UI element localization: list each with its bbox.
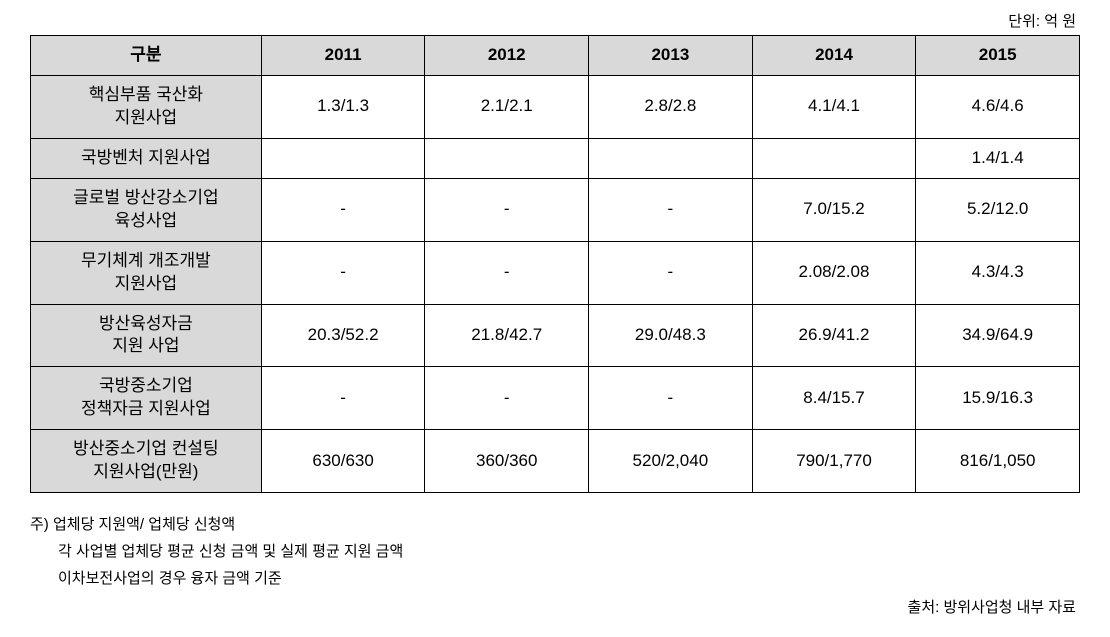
table-cell: 4.1/4.1 xyxy=(752,75,916,138)
table-row: 방산중소기업 컨설팅지원사업(만원) 630/630 360/360 520/2… xyxy=(31,430,1080,493)
table-row: 글로벌 방산강소기업육성사업 - - - 7.0/15.2 5.2/12.0 xyxy=(31,178,1080,241)
table-row: 방산육성자금지원 사업 20.3/52.2 21.8/42.7 29.0/48.… xyxy=(31,304,1080,367)
table-cell: - xyxy=(425,178,589,241)
table-cell: - xyxy=(589,241,753,304)
col-header-2013: 2013 xyxy=(589,36,753,76)
table-cell: 7.0/15.2 xyxy=(752,178,916,241)
footnote-line: 각 사업별 업체당 평균 신청 금액 및 실제 평균 지원 금액 xyxy=(30,538,1080,565)
row-label: 글로벌 방산강소기업육성사업 xyxy=(31,178,262,241)
row-label: 무기체계 개조개발지원사업 xyxy=(31,241,262,304)
table-cell: - xyxy=(261,367,425,430)
col-header-2015: 2015 xyxy=(916,36,1080,76)
row-label: 국방벤처 지원사업 xyxy=(31,138,262,178)
table-cell: 4.3/4.3 xyxy=(916,241,1080,304)
table-cell: 34.9/64.9 xyxy=(916,304,1080,367)
col-header-2014: 2014 xyxy=(752,36,916,76)
table-cell: - xyxy=(589,367,753,430)
footnote-line: 주) 업체당 지원액/ 업체당 신청액 xyxy=(30,511,1080,538)
table-cell: 21.8/42.7 xyxy=(425,304,589,367)
col-header-2012: 2012 xyxy=(425,36,589,76)
table-cell: 1.3/1.3 xyxy=(261,75,425,138)
table-cell: 2.08/2.08 xyxy=(752,241,916,304)
table-row: 국방벤처 지원사업 1.4/1.4 xyxy=(31,138,1080,178)
table-row: 핵심부품 국산화지원사업 1.3/1.3 2.1/2.1 2.8/2.8 4.1… xyxy=(31,75,1080,138)
unit-label: 단위: 억 원 xyxy=(30,10,1080,31)
table-body: 핵심부품 국산화지원사업 1.3/1.3 2.1/2.1 2.8/2.8 4.1… xyxy=(31,75,1080,492)
table-cell xyxy=(589,138,753,178)
footnote-line: 이차보전사업의 경우 융자 금액 기준 xyxy=(30,565,1080,592)
source-label: 출처: 방위사업청 내부 자료 xyxy=(30,596,1080,617)
table-cell: - xyxy=(261,178,425,241)
table-cell: 20.3/52.2 xyxy=(261,304,425,367)
table-header-row: 구분 2011 2012 2013 2014 2015 xyxy=(31,36,1080,76)
table-cell xyxy=(261,138,425,178)
table-cell: 520/2,040 xyxy=(589,430,753,493)
table-cell: 360/360 xyxy=(425,430,589,493)
table-cell: - xyxy=(589,178,753,241)
footnotes: 주) 업체당 지원액/ 업체당 신청액 각 사업별 업체당 평균 신청 금액 및… xyxy=(30,511,1080,592)
table-cell xyxy=(425,138,589,178)
table-row: 무기체계 개조개발지원사업 - - - 2.08/2.08 4.3/4.3 xyxy=(31,241,1080,304)
table-cell: 816/1,050 xyxy=(916,430,1080,493)
table-cell: 5.2/12.0 xyxy=(916,178,1080,241)
table-row: 국방중소기업정책자금 지원사업 - - - 8.4/15.7 15.9/16.3 xyxy=(31,367,1080,430)
table-cell: 790/1,770 xyxy=(752,430,916,493)
table-cell: 630/630 xyxy=(261,430,425,493)
table-cell: 2.1/2.1 xyxy=(425,75,589,138)
row-label: 방산육성자금지원 사업 xyxy=(31,304,262,367)
table-cell: 2.8/2.8 xyxy=(589,75,753,138)
table-cell: - xyxy=(425,367,589,430)
table-cell: 8.4/15.7 xyxy=(752,367,916,430)
table-cell: 1.4/1.4 xyxy=(916,138,1080,178)
col-header-category: 구분 xyxy=(31,36,262,76)
table-cell: - xyxy=(425,241,589,304)
row-label: 핵심부품 국산화지원사업 xyxy=(31,75,262,138)
col-header-2011: 2011 xyxy=(261,36,425,76)
row-label: 국방중소기업정책자금 지원사업 xyxy=(31,367,262,430)
data-table: 구분 2011 2012 2013 2014 2015 핵심부품 국산화지원사업… xyxy=(30,35,1080,493)
table-cell: 4.6/4.6 xyxy=(916,75,1080,138)
row-label: 방산중소기업 컨설팅지원사업(만원) xyxy=(31,430,262,493)
table-cell xyxy=(752,138,916,178)
table-cell: 29.0/48.3 xyxy=(589,304,753,367)
table-cell: 26.9/41.2 xyxy=(752,304,916,367)
table-cell: - xyxy=(261,241,425,304)
table-cell: 15.9/16.3 xyxy=(916,367,1080,430)
